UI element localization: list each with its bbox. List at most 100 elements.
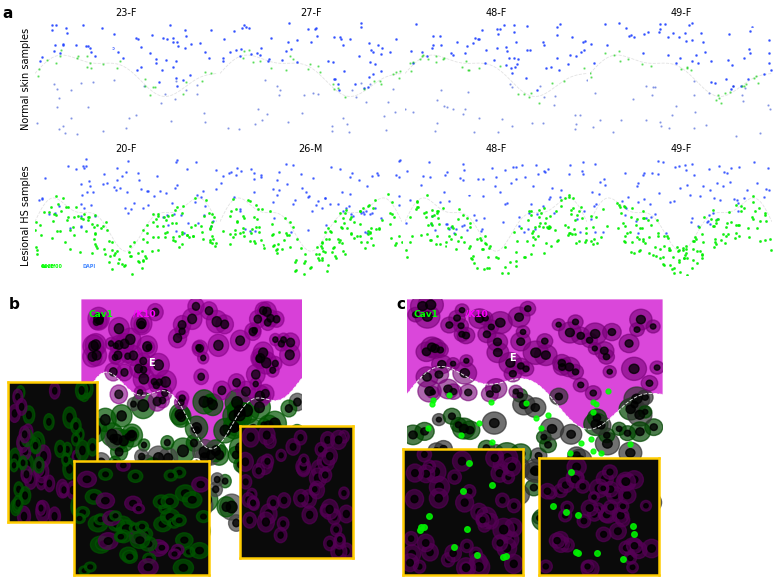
Circle shape bbox=[475, 315, 484, 322]
Circle shape bbox=[168, 518, 180, 528]
Circle shape bbox=[153, 495, 170, 509]
Circle shape bbox=[564, 542, 570, 548]
Circle shape bbox=[517, 338, 525, 345]
Circle shape bbox=[109, 513, 118, 522]
Circle shape bbox=[454, 327, 470, 341]
Circle shape bbox=[269, 311, 284, 328]
Circle shape bbox=[417, 564, 422, 569]
Circle shape bbox=[496, 493, 509, 507]
Circle shape bbox=[650, 324, 656, 329]
Circle shape bbox=[616, 472, 635, 491]
Circle shape bbox=[443, 491, 451, 498]
Circle shape bbox=[242, 461, 257, 478]
Circle shape bbox=[438, 379, 459, 399]
Circle shape bbox=[600, 508, 615, 522]
Circle shape bbox=[226, 501, 237, 513]
Circle shape bbox=[153, 491, 163, 501]
Circle shape bbox=[422, 544, 439, 561]
Circle shape bbox=[202, 494, 212, 505]
Circle shape bbox=[585, 564, 590, 569]
Circle shape bbox=[263, 310, 278, 327]
Circle shape bbox=[505, 366, 522, 382]
Circle shape bbox=[432, 468, 439, 476]
Circle shape bbox=[177, 445, 188, 457]
Text: 49-F: 49-F bbox=[670, 8, 691, 18]
Circle shape bbox=[78, 471, 96, 487]
Circle shape bbox=[151, 379, 157, 385]
Circle shape bbox=[90, 315, 103, 329]
Circle shape bbox=[247, 433, 254, 441]
Circle shape bbox=[440, 446, 447, 452]
Circle shape bbox=[67, 413, 72, 422]
Circle shape bbox=[76, 428, 84, 441]
Circle shape bbox=[572, 475, 579, 483]
Circle shape bbox=[74, 467, 86, 486]
Circle shape bbox=[560, 487, 582, 507]
Circle shape bbox=[573, 463, 580, 471]
Circle shape bbox=[309, 468, 326, 488]
Circle shape bbox=[105, 363, 122, 381]
Circle shape bbox=[84, 470, 102, 487]
Circle shape bbox=[415, 305, 440, 328]
Circle shape bbox=[244, 466, 259, 482]
Circle shape bbox=[432, 414, 446, 426]
Circle shape bbox=[294, 490, 308, 507]
Circle shape bbox=[543, 564, 549, 569]
Circle shape bbox=[163, 480, 187, 506]
Circle shape bbox=[91, 494, 98, 500]
Circle shape bbox=[160, 496, 169, 506]
Circle shape bbox=[234, 406, 245, 417]
Circle shape bbox=[220, 425, 230, 436]
Circle shape bbox=[536, 515, 542, 521]
Circle shape bbox=[608, 488, 615, 494]
Circle shape bbox=[421, 428, 429, 435]
Circle shape bbox=[339, 430, 350, 443]
Circle shape bbox=[261, 422, 267, 428]
Circle shape bbox=[136, 519, 153, 538]
Text: E: E bbox=[664, 49, 669, 55]
Circle shape bbox=[525, 463, 544, 480]
Circle shape bbox=[110, 511, 121, 521]
Circle shape bbox=[186, 435, 202, 451]
Circle shape bbox=[423, 470, 429, 477]
Circle shape bbox=[172, 521, 177, 525]
Circle shape bbox=[483, 514, 491, 522]
Circle shape bbox=[402, 425, 424, 445]
Circle shape bbox=[637, 509, 646, 518]
Circle shape bbox=[13, 389, 22, 404]
Circle shape bbox=[437, 485, 457, 504]
Circle shape bbox=[82, 389, 87, 396]
Circle shape bbox=[492, 474, 499, 481]
Circle shape bbox=[563, 465, 582, 483]
Circle shape bbox=[592, 346, 598, 351]
Circle shape bbox=[505, 454, 522, 469]
Circle shape bbox=[199, 447, 210, 458]
Circle shape bbox=[525, 306, 531, 312]
Circle shape bbox=[591, 416, 611, 434]
Circle shape bbox=[460, 384, 477, 401]
Circle shape bbox=[561, 501, 574, 514]
Circle shape bbox=[535, 345, 557, 366]
Circle shape bbox=[43, 414, 54, 430]
Circle shape bbox=[484, 514, 498, 529]
Circle shape bbox=[285, 404, 292, 412]
Circle shape bbox=[591, 329, 600, 338]
Circle shape bbox=[553, 525, 562, 534]
Circle shape bbox=[90, 484, 94, 490]
Circle shape bbox=[44, 475, 54, 492]
Circle shape bbox=[19, 390, 22, 395]
Circle shape bbox=[172, 490, 185, 504]
Circle shape bbox=[208, 400, 217, 410]
Circle shape bbox=[111, 443, 128, 461]
Circle shape bbox=[85, 490, 103, 504]
Circle shape bbox=[532, 508, 556, 531]
Circle shape bbox=[436, 417, 442, 422]
Circle shape bbox=[168, 328, 187, 348]
Circle shape bbox=[159, 504, 170, 514]
Circle shape bbox=[515, 491, 523, 499]
Circle shape bbox=[429, 477, 449, 498]
Circle shape bbox=[138, 321, 145, 329]
Circle shape bbox=[126, 554, 133, 559]
Circle shape bbox=[457, 328, 475, 343]
Circle shape bbox=[296, 458, 311, 475]
